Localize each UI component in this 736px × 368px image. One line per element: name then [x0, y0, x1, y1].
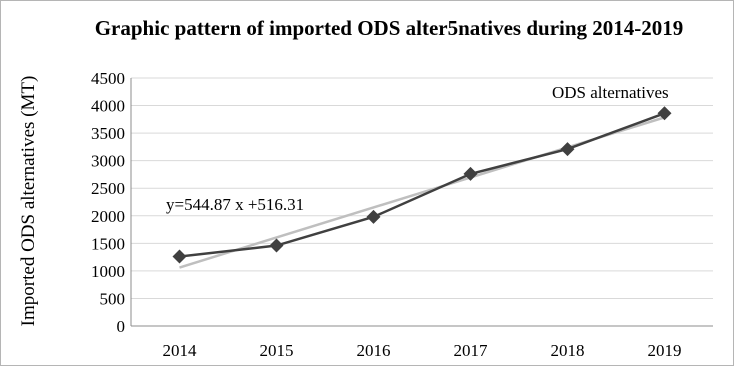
data-point-marker	[560, 142, 575, 157]
series-line	[179, 112, 665, 258]
y-tick-label: 2500	[91, 179, 125, 198]
x-tick-label: 2015	[260, 341, 294, 360]
y-tick-label: 2000	[91, 207, 125, 226]
y-tick-label: 500	[100, 289, 126, 308]
data-point-marker	[463, 166, 478, 181]
y-tick-label: 4000	[91, 97, 125, 116]
series-layer	[172, 106, 672, 264]
grid-layer	[130, 77, 713, 327]
x-tick-label: 2017	[454, 341, 489, 360]
y-axis-ticks: 0 500 1000 1500 2000 2500 3000 3500 4000 4500	[91, 69, 125, 336]
series-label-ods-alternatives: ODS alternatives	[552, 83, 669, 102]
x-tick-label: 2014	[163, 341, 198, 360]
data-point-marker	[172, 249, 187, 264]
x-tick-label: 2019	[648, 341, 682, 360]
y-tick-label: 4500	[91, 69, 125, 88]
y-axis-label: Imported ODS alternatives (MT)	[18, 76, 39, 327]
y-tick-label: 1500	[91, 234, 125, 253]
data-point-marker	[657, 106, 672, 121]
chart-title: Graphic pattern of imported ODS alter5na…	[95, 16, 684, 40]
x-tick-label: 2018	[551, 341, 585, 360]
y-tick-label: 1000	[91, 262, 125, 281]
y-tick-label: 3000	[91, 152, 125, 171]
y-tick-label: 3500	[91, 124, 125, 143]
x-axis-ticks: 2014 2015 2016 2017 2018 2019	[163, 341, 682, 360]
y-tick-label: 0	[117, 317, 126, 336]
data-point-marker	[366, 209, 381, 224]
trendline-equation: y=544.87 x +516.31	[166, 195, 304, 214]
x-tick-label: 2016	[357, 341, 391, 360]
data-point-marker	[269, 238, 284, 253]
